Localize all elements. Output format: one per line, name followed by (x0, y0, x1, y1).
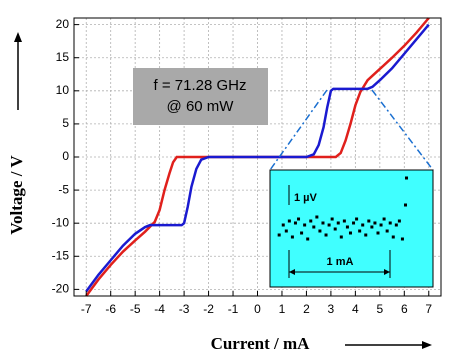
point (297, 217, 301, 221)
point (321, 221, 325, 225)
point (397, 219, 401, 223)
point (339, 235, 343, 239)
point (385, 229, 389, 233)
point (358, 229, 362, 233)
point (379, 223, 383, 227)
point (342, 219, 346, 223)
point (333, 227, 337, 231)
point (277, 233, 281, 237)
point (361, 223, 365, 227)
inset (269, 169, 434, 288)
data-line (85, 23, 430, 293)
curves (85, 17, 430, 297)
y-axis-label: Voltage / V (7, 155, 26, 235)
x-tick-label: -5 (130, 302, 141, 316)
point (367, 219, 371, 223)
x-tick-label: 2 (303, 302, 310, 316)
annotation-box (133, 68, 268, 125)
x-tick-label: -7 (81, 302, 92, 316)
point (382, 217, 386, 221)
point (336, 221, 340, 225)
x-tick-label: 3 (328, 302, 335, 316)
y-tick-label: -15 (52, 248, 70, 262)
point (293, 221, 297, 225)
inset-label: 1 mA (327, 256, 354, 268)
point (300, 231, 304, 235)
point (352, 221, 356, 225)
zoom-line (269, 89, 328, 171)
point (388, 221, 392, 225)
point (405, 176, 409, 180)
point (391, 235, 395, 239)
x-tick-label: -1 (228, 302, 239, 316)
inset-label: 1 µV (294, 192, 318, 204)
x-tick-label: 6 (401, 302, 408, 316)
x-tick-label: -2 (203, 302, 214, 316)
y-tick-label: 15 (56, 50, 70, 64)
point (394, 223, 398, 227)
y-tick-label: -20 (52, 282, 70, 296)
point (281, 223, 285, 227)
point (312, 225, 316, 229)
x-tick-label: 4 (352, 302, 359, 316)
point (290, 235, 294, 239)
y-tick-label: 5 (62, 116, 69, 130)
zoom-line (371, 89, 434, 171)
x-tick-label: -6 (105, 302, 116, 316)
y-tick-label: 10 (56, 83, 70, 97)
y-tick-label: -5 (58, 182, 69, 196)
point (376, 231, 380, 235)
point (284, 229, 288, 233)
point (306, 237, 310, 241)
x-tick-label: -4 (154, 302, 165, 316)
x-tick-label: 1 (279, 302, 286, 316)
point (345, 225, 349, 229)
point (373, 221, 377, 225)
point (348, 231, 352, 235)
point (355, 217, 359, 221)
inset-points (277, 176, 409, 241)
x-tick-label: -3 (179, 302, 190, 316)
axis-arrow (422, 341, 432, 349)
annotation: @ 60 mW (167, 98, 235, 115)
point (400, 237, 404, 241)
point (287, 219, 291, 223)
point (327, 223, 331, 227)
x-tick-label: 7 (425, 302, 432, 316)
point (315, 215, 319, 219)
x-axis-label: Current / mA (211, 334, 311, 353)
point (303, 223, 307, 227)
y-tick-label: 20 (56, 17, 70, 31)
x-tick-label: 5 (376, 302, 383, 316)
point (403, 203, 407, 207)
point (324, 233, 328, 237)
axis-arrow (14, 32, 22, 42)
y-tick-label: 0 (62, 149, 69, 163)
point (309, 219, 313, 223)
point (330, 217, 334, 221)
x-tick-label: 0 (254, 302, 261, 316)
point (370, 225, 374, 229)
point (364, 233, 368, 237)
annotation: f = 71.28 GHz (154, 77, 247, 94)
y-tick-label: -10 (52, 215, 70, 229)
point (318, 229, 322, 233)
